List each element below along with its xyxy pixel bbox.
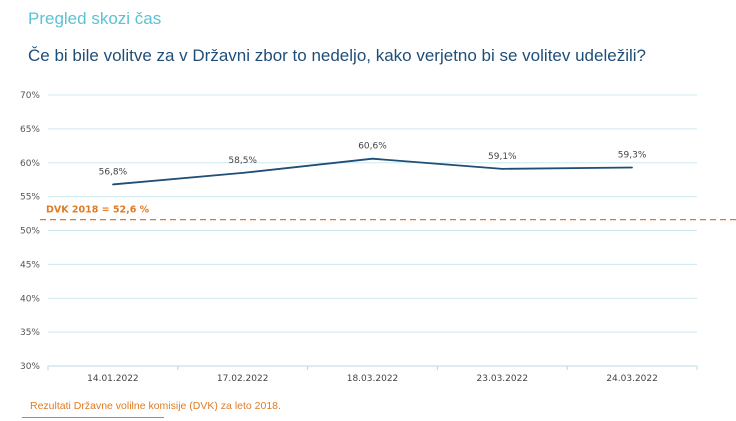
data-point [501,168,504,170]
line-chart: 30% 35% 40% 45% 50% 55% 60% 65% 70% 14.01.2022 17… [20,91,736,384]
survey-question: Če bi bile volitve za v Državni zbor to … [28,46,646,65]
data-point [112,183,114,186]
y-axis-ticks: 30% 35% 40% 45% 50% 55% 60% 65% 70% [20,91,40,372]
y-tick-label: 30% [20,362,40,372]
y-tick-label: 70% [20,91,40,101]
x-axis-ticks: 14.01.2022 17.02.2022 18.03.2022 23.03.2022… [47,365,698,384]
x-tick-label: 18.03.2022 [347,374,399,384]
y-tick-label: 45% [20,260,40,270]
x-tick-label: 14.01.2022 [87,374,139,384]
y-tick-label: 65% [20,125,40,135]
data-label: 59,1% [488,152,517,162]
y-tick-label: 35% [20,328,40,338]
y-tick-label: 50% [20,227,40,237]
gridlines [48,94,697,367]
data-label: 59,3% [618,150,647,160]
reference-line-group: DVK 2018 = 52,6 % [40,205,736,221]
x-tick-label: 17.02.2022 [217,374,269,384]
series-group: 56,8% 58,5% 60,6% 59,1% 59,3% [99,142,647,186]
y-tick-label: 40% [20,294,40,304]
data-label: 60,6% [358,142,387,152]
data-point [631,166,633,169]
y-tick-label: 60% [20,159,40,169]
x-tick-label: 23.03.2022 [477,374,529,384]
footnote-underline [22,417,164,418]
data-point [371,157,374,160]
y-tick-label: 55% [20,193,40,203]
section-title: Pregled skozi čas [28,9,162,28]
data-point [241,172,244,174]
data-label: 56,8% [99,167,128,177]
reference-line-label: DVK 2018 = 52,6 % [46,205,150,216]
x-tick-label: 24.03.2022 [606,374,658,384]
data-label: 58,5% [228,156,257,166]
footnote: Rezultati Državne volilne komisije (DVK)… [30,400,281,412]
